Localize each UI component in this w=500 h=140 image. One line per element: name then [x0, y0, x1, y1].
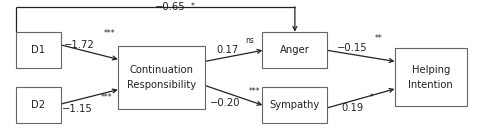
FancyBboxPatch shape: [16, 87, 60, 123]
FancyBboxPatch shape: [262, 32, 328, 68]
Text: −0.65: −0.65: [155, 2, 186, 12]
Text: Continuation
Responsibility: Continuation Responsibility: [127, 65, 196, 90]
Text: **: **: [374, 34, 382, 43]
FancyBboxPatch shape: [118, 46, 205, 109]
Text: D1: D1: [31, 45, 45, 55]
Text: −0.20: −0.20: [210, 98, 240, 108]
Text: −1.72: −1.72: [64, 40, 95, 50]
Text: Helping
Intention: Helping Intention: [408, 65, 453, 90]
Text: *: *: [191, 2, 195, 11]
Text: D2: D2: [31, 100, 45, 110]
FancyBboxPatch shape: [16, 32, 60, 68]
Text: *: *: [370, 93, 374, 102]
Text: −1.15: −1.15: [62, 104, 92, 114]
Text: 0.19: 0.19: [342, 103, 364, 113]
Text: Sympathy: Sympathy: [270, 100, 320, 110]
Text: ns: ns: [246, 36, 254, 45]
Text: Anger: Anger: [280, 45, 310, 55]
Text: −0.15: −0.15: [336, 43, 367, 53]
FancyBboxPatch shape: [262, 87, 328, 123]
Text: ***: ***: [249, 87, 260, 96]
Text: ***: ***: [101, 93, 112, 102]
Text: ***: ***: [104, 29, 115, 38]
FancyBboxPatch shape: [394, 48, 467, 106]
Text: 0.17: 0.17: [216, 45, 238, 55]
